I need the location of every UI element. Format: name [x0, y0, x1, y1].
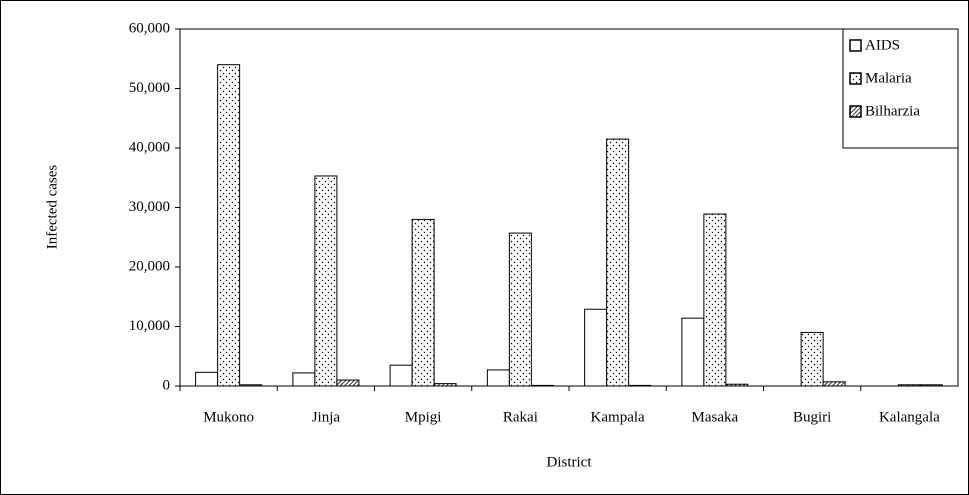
bar	[508, 232, 532, 387]
x-tick-label: Bugiri	[793, 409, 831, 425]
bar	[217, 64, 241, 387]
y-tick-label: 30,000	[129, 199, 170, 215]
bar	[606, 138, 630, 387]
bar	[897, 384, 921, 387]
bar	[239, 384, 263, 387]
bar	[919, 384, 943, 387]
bar	[725, 383, 749, 387]
y-tick-label: 60,000	[129, 20, 170, 36]
bar	[530, 384, 554, 387]
legend-swatch	[849, 72, 862, 85]
bar	[195, 371, 219, 387]
bar	[411, 218, 435, 387]
x-tick-label: Mukono	[203, 409, 254, 425]
y-tick-label: 50,000	[129, 80, 170, 96]
x-axis-label: District	[547, 454, 593, 470]
legend-swatch	[849, 39, 862, 52]
bar	[433, 383, 457, 387]
bar	[314, 175, 338, 387]
y-tick-label: 20,000	[129, 258, 170, 274]
bar	[336, 379, 360, 387]
bar	[681, 317, 705, 387]
y-tick-label: 40,000	[129, 139, 170, 155]
legend-label: Malaria	[865, 70, 912, 86]
x-tick-label: Masaka	[692, 409, 739, 425]
bar	[292, 372, 316, 387]
x-tick-label: Kampala	[591, 409, 645, 425]
legend-label: Bilharzia	[865, 103, 920, 119]
x-tick-label: Rakai	[503, 409, 538, 425]
x-tick-label: Kalangala	[879, 409, 940, 425]
bar	[628, 384, 652, 387]
y-axis-label: Infected cases	[44, 165, 60, 250]
bar	[486, 369, 510, 387]
bar	[822, 381, 846, 387]
bar	[389, 364, 413, 387]
bar	[800, 331, 824, 387]
y-tick-label: 10,000	[129, 318, 170, 334]
y-tick-label: 0	[163, 377, 171, 393]
legend-box	[842, 28, 959, 149]
bar	[703, 213, 727, 387]
bar	[584, 308, 608, 387]
legend-label: AIDS	[865, 37, 900, 53]
x-tick-label: Mpigi	[405, 409, 442, 425]
x-tick-label: Jinja	[312, 409, 341, 425]
legend-swatch	[849, 105, 862, 118]
